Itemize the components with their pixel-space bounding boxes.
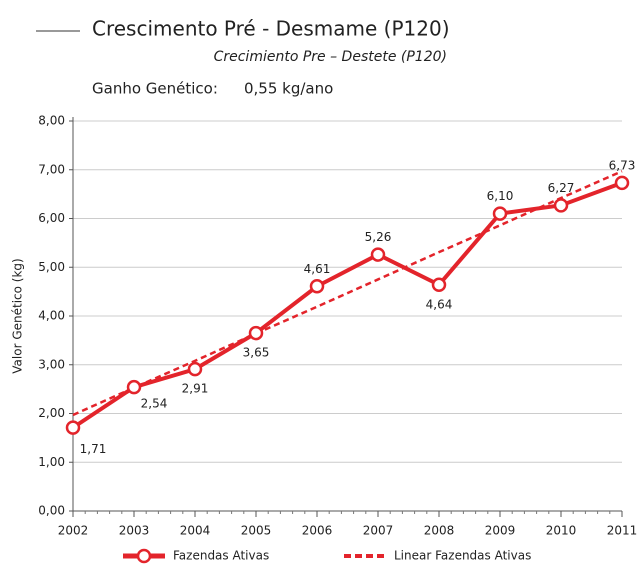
x-tick-label: 2008 xyxy=(424,524,455,538)
series-line xyxy=(71,181,623,430)
y-tick-label: 0,00 xyxy=(38,504,65,518)
data-point xyxy=(492,206,508,221)
data-point xyxy=(248,325,264,341)
data-point xyxy=(126,379,142,395)
y-tick-label: 5,00 xyxy=(38,260,65,274)
data-point xyxy=(65,420,81,435)
y-tick-label: 8,00 xyxy=(38,114,65,128)
x-tick-label: 2009 xyxy=(485,524,516,538)
x-tick-label: 2004 xyxy=(180,524,211,538)
annotation-label: Ganho Genético: xyxy=(92,80,218,98)
data-label: 6,10 xyxy=(487,189,514,203)
legend-label: Fazendas Ativas xyxy=(173,549,269,563)
y-tick-label: 4,00 xyxy=(38,309,65,323)
y-tick-label: 1,00 xyxy=(38,455,65,469)
data-label: 5,26 xyxy=(365,230,392,244)
data-label: 6,73 xyxy=(609,158,636,172)
data-label: 6,27 xyxy=(548,181,575,195)
x-tick-label: 2007 xyxy=(363,524,394,538)
y-axis-label: Valor Genético (kg) xyxy=(11,258,25,373)
data-point xyxy=(370,247,386,262)
data-label: 4,64 xyxy=(426,297,453,311)
y-tick-label: 2,00 xyxy=(38,406,65,420)
chart-title: Crescimento Pré - Desmame (P120) xyxy=(92,17,450,41)
x-tick-label: 2010 xyxy=(546,524,577,538)
x-tick-label: 2006 xyxy=(302,524,333,538)
data-point xyxy=(553,198,569,213)
data-point xyxy=(431,277,447,293)
y-tick-label: 6,00 xyxy=(38,211,65,225)
data-label: 2,54 xyxy=(141,397,168,411)
x-tick-label: 2002 xyxy=(58,524,89,538)
data-label: 1,71 xyxy=(80,442,107,456)
x-tick-label: 2011 xyxy=(607,524,637,538)
x-tick-label: 2003 xyxy=(119,524,150,538)
data-point xyxy=(187,361,203,377)
data-label: 3,65 xyxy=(243,346,270,360)
x-tick-label: 2005 xyxy=(241,524,272,538)
legend-marker xyxy=(136,548,152,564)
series-line xyxy=(72,170,623,417)
y-tick-label: 3,00 xyxy=(38,357,65,371)
annotation-value: 0,55 kg/ano xyxy=(244,80,333,98)
data-point xyxy=(614,175,630,191)
y-tick-label: 7,00 xyxy=(38,162,65,176)
data-label: 2,91 xyxy=(182,382,209,396)
data-label: 4,61 xyxy=(304,262,331,276)
chart-subtitle: Crecimiento Pre – Destete (P120) xyxy=(214,49,447,65)
legend-label: Linear Fazendas Ativas xyxy=(394,549,531,563)
data-point xyxy=(309,279,325,294)
